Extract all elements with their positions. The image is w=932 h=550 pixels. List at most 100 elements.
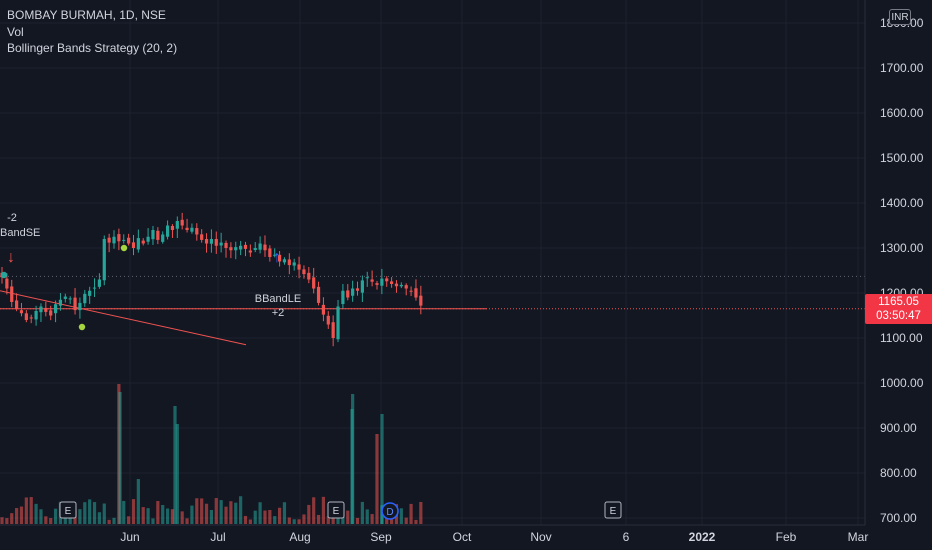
- volume-bar: [273, 516, 277, 524]
- volume-bar: [229, 501, 233, 524]
- earnings-marker-label: E: [333, 506, 340, 517]
- volume-bar: [360, 501, 364, 524]
- candle-body: [73, 297, 77, 311]
- volume-bar: [282, 502, 287, 524]
- volume-bar: [239, 496, 243, 524]
- candlesticks: [0, 212, 423, 347]
- volume-bar: [277, 507, 282, 524]
- y-tick-label: 1000.00: [880, 376, 924, 390]
- candle-body: [146, 236, 150, 242]
- volume-bar: [312, 497, 316, 524]
- candle-body: [63, 296, 67, 299]
- volume-bar: [399, 508, 403, 524]
- volume-bar: [165, 508, 170, 524]
- candle-body: [263, 244, 267, 251]
- volume-bar: [151, 518, 155, 524]
- candle-body: [229, 247, 233, 251]
- y-tick-label: 700.00: [880, 511, 917, 525]
- candle-body: [39, 306, 43, 313]
- signal-markers: ↓ ↑ E E E D: [0, 244, 622, 520]
- candle-body: [185, 227, 189, 230]
- x-tick-label: Sep: [370, 530, 392, 544]
- volume-bar: [326, 516, 330, 524]
- candle-body: [370, 279, 374, 282]
- volume-bar: [224, 506, 228, 524]
- candle-body: [253, 248, 257, 251]
- candle-body: [326, 315, 330, 325]
- volume-bar: [204, 503, 209, 524]
- volume-bar: [88, 499, 92, 524]
- volume-bar: [302, 514, 306, 524]
- candle-body: [34, 311, 38, 320]
- short-entry-arrow: ↓: [7, 249, 15, 266]
- candle-body: [219, 242, 223, 246]
- long-signal-qty: +2: [271, 307, 285, 319]
- short-signal-label: BandSE: [0, 227, 41, 239]
- candle-body: [24, 313, 28, 320]
- chart-legend: BOMBAY BURMAH, 1D, NSE Vol Bollinger Ban…: [7, 7, 177, 57]
- bar-countdown: 03:50:47: [876, 309, 921, 322]
- y-tick-label: 800.00: [880, 466, 917, 480]
- volume-bar: [5, 518, 9, 524]
- candle-body: [102, 239, 106, 281]
- candle-body: [277, 254, 282, 262]
- band-dot: [0, 271, 8, 279]
- volume-bar: [146, 508, 150, 524]
- candle-body: [341, 290, 345, 305]
- candle-body: [117, 234, 121, 242]
- volume-bar: [195, 498, 199, 524]
- volume-bar: [365, 509, 369, 524]
- candle-body: [190, 227, 194, 232]
- symbol-title[interactable]: BOMBAY BURMAH, 1D, NSE: [7, 8, 166, 22]
- candle-body: [151, 230, 155, 240]
- volume-bar: [53, 508, 58, 524]
- volume-indicator-label[interactable]: Vol: [7, 24, 24, 39]
- long-signal-label: BBandLE: [254, 293, 302, 305]
- earnings-marker-label: E: [610, 506, 617, 517]
- candle-body: [292, 262, 296, 266]
- strategy-indicator-label[interactable]: Bollinger Bands Strategy (20, 2): [7, 41, 178, 55]
- candle-body: [136, 238, 140, 250]
- volume-bar: [321, 496, 326, 524]
- candle-body: [195, 228, 199, 235]
- y-tick-label: 1600.00: [880, 106, 924, 120]
- volume-bar: [214, 498, 218, 524]
- y-tick-label: 900.00: [880, 421, 917, 435]
- volume-bar: [385, 516, 389, 524]
- band-dot: [78, 323, 86, 331]
- candle-body: [273, 254, 277, 256]
- candle-body: [375, 283, 379, 285]
- volume-bar: [131, 499, 136, 524]
- volume-bar: [200, 498, 204, 524]
- x-tick-label: Jul: [210, 530, 225, 544]
- volume-bar: [122, 500, 126, 524]
- candle-body: [88, 290, 92, 296]
- candle-body: [97, 279, 101, 287]
- candle-body: [131, 242, 136, 248]
- candle-body: [161, 234, 165, 242]
- currency-badge[interactable]: INR: [889, 9, 911, 25]
- candle-body: [355, 288, 360, 291]
- earnings-marker: [604, 501, 622, 519]
- dividend-marker-label: D: [386, 507, 393, 518]
- y-tick-label: 1700.00: [880, 61, 924, 75]
- volume-bar: [350, 409, 354, 524]
- volume-bar: [97, 512, 101, 524]
- candle-body: [409, 290, 413, 292]
- volume-bar: [268, 509, 272, 524]
- candle-body: [200, 234, 204, 240]
- candle-body: [127, 237, 131, 244]
- volume-bar: [78, 509, 82, 524]
- volume-bar: [263, 510, 267, 524]
- candle-body: [307, 272, 311, 280]
- candle-body: [351, 288, 355, 296]
- volume-bar: [175, 424, 179, 524]
- volume-bar: [219, 500, 223, 524]
- volume-bar: [34, 503, 38, 524]
- volume-bar: [209, 510, 214, 524]
- volume-bar: [253, 510, 257, 524]
- candle-body: [5, 278, 9, 289]
- volume-bar: [287, 517, 291, 524]
